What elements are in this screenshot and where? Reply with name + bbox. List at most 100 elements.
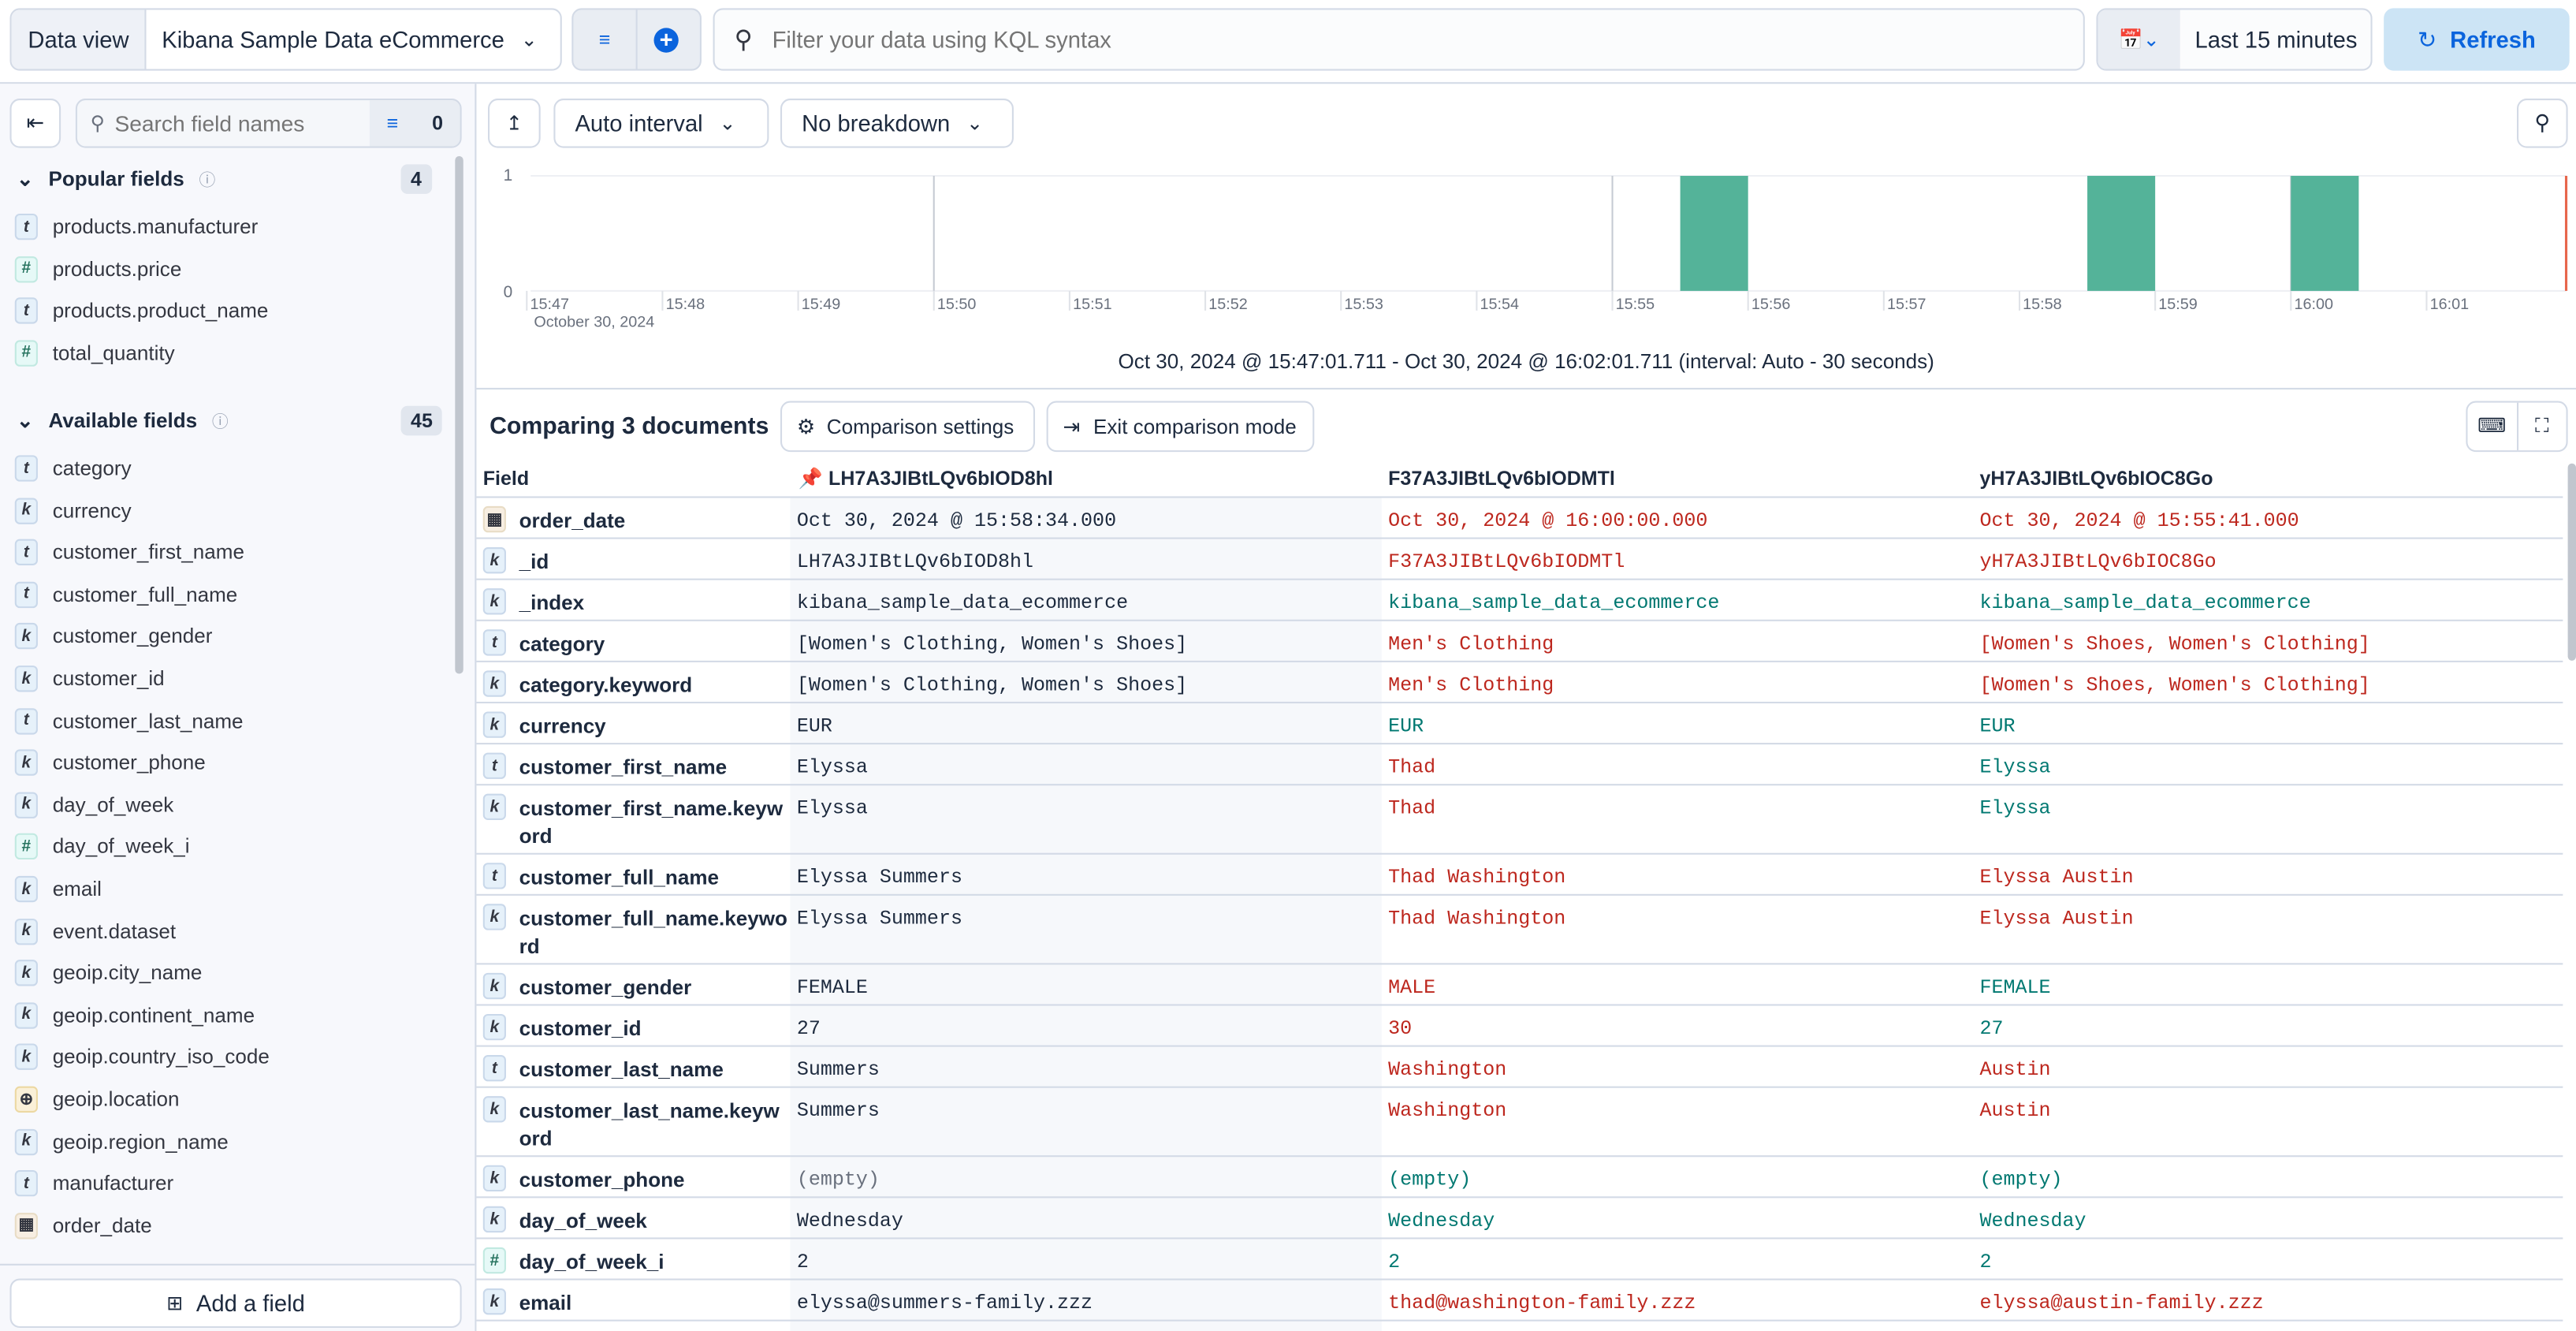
breakdown-select[interactable]: No breakdown ⌄ [780,99,1014,148]
table-row: # day_of_week_i 2 2 2 [476,1239,2563,1281]
sidebar-field-item[interactable]: t customer_full_name [14,581,237,608]
table-scrollbar[interactable] [2567,463,2576,661]
sidebar-field-item[interactable]: k email [14,875,102,903]
field-name: email [519,1292,572,1315]
filter-icon: ≡ [386,111,399,135]
value-cell: elyssa@summers-family.zzz [796,1292,1093,1315]
sidebar-field-item[interactable]: k customer_id [14,666,165,692]
query-input-field[interactable] [769,24,2024,54]
field-name: event.dataset [52,919,177,943]
sidebar-field-item[interactable]: # products.price [14,255,182,282]
field-search-input[interactable] [111,109,365,138]
value-cell: 27 [796,1017,821,1041]
add-field-button[interactable]: ⊞ Add a field [9,1278,462,1329]
refresh-button[interactable]: ↻ Refresh [2384,8,2570,71]
chart-options-button[interactable]: ⚲ [2516,99,2568,148]
value-cell: EUR [1388,714,1424,738]
x-tick-label: 15:49 [802,296,841,313]
keyword-type-icon: k [14,1044,38,1071]
x-tick-label: 15:54 [1480,296,1520,313]
value-cell: (empty) [1388,1168,1472,1192]
value-cell: [Women's Clothing, Women's Shoes] [796,632,1188,656]
sidebar-field-item[interactable]: k day_of_week [14,792,173,818]
value-cell: kibana_sample_data_ecommerce [796,591,1129,615]
query-input[interactable]: ⚲ [713,8,2085,71]
sidebar-field-item[interactable]: k customer_phone [14,749,206,777]
comparison-settings-button[interactable]: ⚙ Comparison settings [780,401,1036,453]
interval-select[interactable]: Auto interval ⌄ [553,99,769,148]
keyword-type-icon: k [14,792,38,818]
keyword-type-icon: k [482,1013,506,1041]
value-cell: 27 [1979,1017,2004,1041]
value-cell: kibana_sample_data_ecommerce [1388,591,1720,615]
keyboard-shortcuts-icon[interactable]: ⌨ [2467,402,2518,451]
value-cell: [Women's Shoes, Women's Clothing] [1979,673,2370,697]
field-name: products.price [52,257,182,281]
sidebar-field-item[interactable]: k geoip.city_name [14,960,203,986]
chevron-down-icon: ⌄ [520,28,538,51]
sidebar-scrollbar[interactable] [455,155,463,674]
sidebar-field-item[interactable]: # day_of_week_i [14,833,190,860]
sidebar-field-item[interactable]: ▦ order_date [14,1212,152,1240]
value-cell: Washington [1388,1058,1507,1082]
text-type-icon: t [14,455,38,482]
sidebar-field-item[interactable]: k customer_gender [14,623,213,651]
add-filter-icon[interactable]: + [653,26,679,52]
sidebar-field-item[interactable]: t customer_last_name [14,707,244,734]
available-fields-header[interactable]: ⌄ Available fields ⓘ [17,408,229,432]
toggle-chart-button[interactable]: ↥ [488,99,541,148]
x-tick-label: 15:51 [1073,296,1112,313]
value-cell: F37A3JIBtLQv6bIODMTl [1388,550,1625,574]
sidebar-field-item[interactable]: t products.product_name [14,297,268,324]
divider [476,387,2576,390]
sidebar-field-item[interactable]: t category [14,455,132,482]
time-range-label: Last 15 minutes [2194,26,2358,53]
table-row: k currency EUR EUR EUR [476,703,2563,745]
sidebar-field-item[interactable]: k currency [14,497,132,524]
popular-fields-title: Popular fields [48,166,184,190]
doc-header[interactable]: yH7A3JIBtLQv6bIOC8Go [1979,466,2213,490]
field-name: day_of_week_i [52,835,190,859]
sidebar-field-item[interactable]: k geoip.continent_name [14,1001,255,1029]
sidebar-field-item[interactable]: k event.dataset [14,918,177,945]
fullscreen-icon[interactable]: ⛶ [2535,414,2549,438]
collapse-sidebar-button[interactable]: ⇤ [9,99,61,148]
date-type-icon: ▦ [14,1212,38,1240]
sidebar-field-item[interactable]: k geoip.country_iso_code [14,1044,270,1071]
field-name: _id [519,550,549,574]
sidebar-field-item[interactable]: ⊕ geoip.location [14,1086,180,1113]
field-filter-button[interactable]: ≡ 0 [369,100,460,147]
text-type-icon: t [482,1055,506,1082]
sidebar-field-item[interactable]: t manufacturer [14,1170,173,1197]
sidebar-field-item[interactable]: t customer_first_name [14,539,244,566]
sidebar-field-item[interactable]: k geoip.region_name [14,1128,229,1155]
field-search[interactable]: ⚲ ≡ 0 [75,99,462,148]
field-name: customer_id [519,1017,642,1041]
chart-caption: Oct 30, 2024 @ 15:47:01.711 - Oct 30, 20… [1118,349,1934,374]
pinned-doc-header[interactable]: 📌 LH7A3JIBtLQv6bIOD8hl [798,465,1053,493]
table-row: t customer_last_name Summers Washington Aust… [476,1047,2563,1088]
field-name: category [52,457,132,480]
popular-fields-header[interactable]: ⌄ Popular fields ⓘ [17,166,215,191]
value-cell: (empty) [796,1168,880,1192]
time-picker[interactable]: 📅⌄ Last 15 minutes [2096,8,2373,71]
keyword-type-icon: k [482,588,506,615]
calendar-icon[interactable]: 📅⌄ [2098,9,2180,69]
data-view-picker[interactable]: Data view Kibana Sample Data eCommerce ⌄ [9,8,562,71]
sidebar-field-item[interactable]: # total_quantity [14,340,175,367]
field-sidebar: ⇤ ⚲ ≡ 0 ⌄ Popular fields ⓘ 4 t products.m… [0,84,477,1331]
value-cell: Thad Washington [1388,866,1566,889]
x-tick-label: 15:58 [2023,296,2062,313]
field-name: day_of_week [519,1209,647,1233]
sidebar-field-item[interactable]: t products.manufacturer [14,213,258,240]
exit-comparison-button[interactable]: ⇥ Exit comparison mode [1046,401,1315,453]
chevron-down-icon: ⌄ [719,111,736,135]
y-tick-label: 1 [504,166,513,185]
data-view-value: Kibana Sample Data eCommerce [162,26,504,53]
value-cell: Wednesday [796,1209,903,1233]
number-type-icon: # [14,833,38,860]
doc-header[interactable]: F37A3JIBtLQv6bIODMTl [1388,466,1615,490]
x-tick-label: 15:50 [937,296,977,313]
chevron-down-icon: ⌄ [16,408,34,433]
filter-menu-icon[interactable]: ≡ [573,9,638,69]
